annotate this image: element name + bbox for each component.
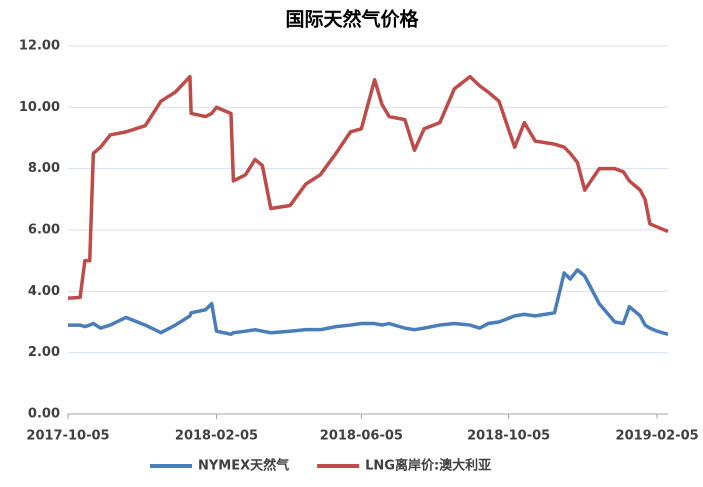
y-tick-label: 2.00 (28, 345, 60, 360)
x-tick-label: 2018-02-05 (175, 429, 258, 444)
legend-label: NYMEX天然气 (198, 458, 289, 474)
x-tick-label: 2018-10-05 (467, 429, 550, 444)
legend-label: LNG离岸价:澳大利亚 (365, 458, 491, 474)
y-tick-label: 8.00 (28, 161, 60, 176)
y-tick-label: 10.00 (19, 100, 60, 115)
y-tick-label: 6.00 (28, 223, 60, 238)
chart-title: 国际天然气价格 (285, 8, 419, 31)
x-tick-label: 2018-06-05 (320, 429, 403, 444)
x-tick-label: 2019-02-05 (616, 429, 699, 444)
series-line (67, 74, 669, 300)
y-tick-label: 4.00 (28, 284, 60, 299)
y-tick-label: 12.00 (19, 39, 60, 54)
y-tick-label: 0.00 (28, 407, 60, 422)
series-line (68, 268, 669, 337)
x-tick-label: 2017-10-05 (26, 429, 109, 444)
